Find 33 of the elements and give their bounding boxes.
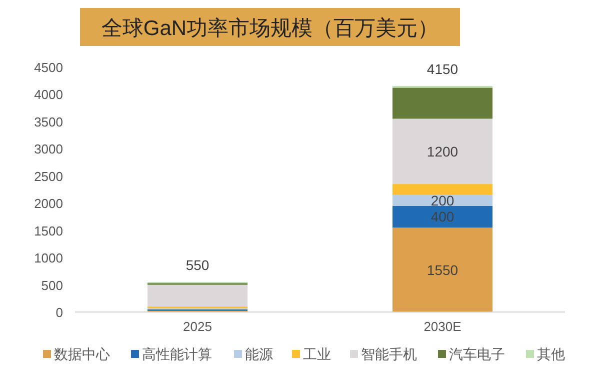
legend-label: 能源	[245, 346, 273, 362]
legend-label: 其他	[537, 346, 565, 362]
bar	[148, 284, 248, 307]
legend-label: 汽车电子	[449, 346, 505, 362]
legend-label: 智能手机	[361, 346, 417, 362]
data-label: 1550	[426, 262, 458, 278]
y-tick-label: 2000	[34, 196, 63, 212]
y-tick-label: 3000	[34, 142, 63, 157]
legend-label: 数据中心	[54, 346, 110, 362]
y-tick-label: 0	[56, 305, 63, 320]
y-tick-label: 4500	[34, 60, 63, 75]
bar	[392, 184, 492, 195]
y-tick-label: 500	[41, 278, 63, 293]
y-tick-label: 4000	[34, 87, 63, 102]
bar	[392, 194, 492, 206]
legend-label: 工业	[303, 346, 331, 362]
chart-title: 全球GaN功率市场规模（百万美元）	[101, 17, 439, 40]
total-label: 4150	[426, 61, 458, 78]
y-tick-label: 1500	[34, 223, 63, 238]
y-tick-label: 1000	[34, 250, 63, 266]
legend-label: 高性能计算	[142, 346, 212, 362]
y-tick-label: 3500	[34, 114, 63, 130]
bar	[392, 206, 492, 228]
data-label: 400	[430, 208, 454, 225]
y-tick-label: 2500	[34, 168, 63, 184]
bar	[392, 118, 492, 184]
data-label: 1200	[426, 143, 458, 160]
x-tick-label: 2025	[183, 319, 212, 334]
x-tick-label: 2030E	[424, 319, 462, 334]
total-label: 550	[186, 257, 210, 274]
data-label: 200	[430, 192, 454, 208]
bar	[392, 88, 492, 119]
bar	[392, 228, 492, 312]
